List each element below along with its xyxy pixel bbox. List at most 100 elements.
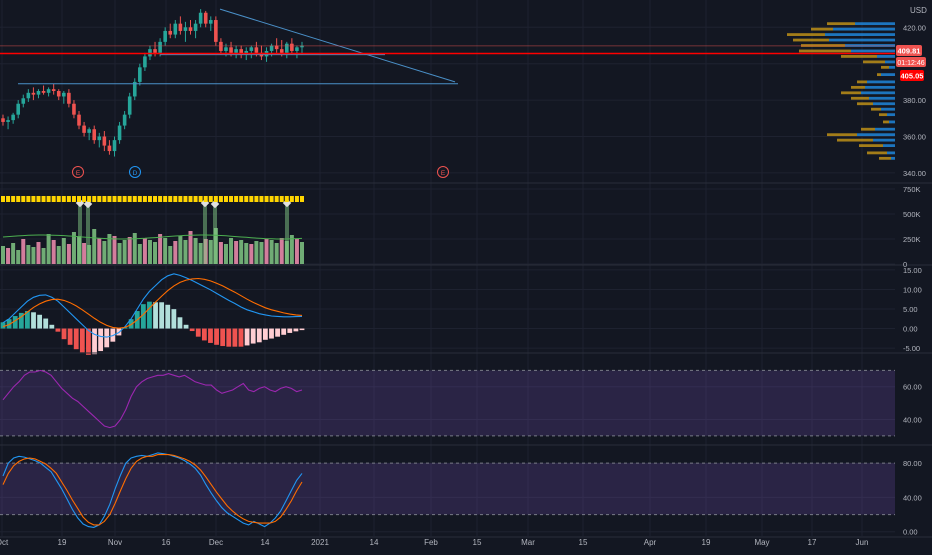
volume-signal-marker (244, 196, 249, 202)
time-tick-label: 17 (808, 538, 817, 547)
volume-profile-down-bar (811, 27, 833, 31)
volume-profile-up-bar (889, 120, 895, 124)
bar-countdown: 01:12:46 (897, 60, 924, 67)
volume-bar (259, 242, 264, 264)
candle-body (224, 47, 228, 51)
volume-profile-down-bar (879, 156, 891, 160)
macd-line (2, 273, 303, 338)
price-scale[interactable]: USD 409.81 01:12:46 405.05 (896, 6, 927, 81)
volume-signal-marker (264, 196, 269, 202)
volume-signal-marker (289, 196, 294, 202)
volume-bar (26, 245, 31, 264)
volume-profile-down-bar (827, 133, 857, 137)
volume-signal-marker (284, 196, 289, 202)
volume-signal-marker (41, 196, 46, 202)
price-tick-label: 250K (903, 235, 921, 244)
price-tick-label: 40.00 (903, 415, 922, 424)
volume-bar (71, 232, 76, 264)
candle-body (132, 81, 137, 97)
volume-profile-down-bar (867, 151, 887, 155)
volume-profile-down-bar (793, 38, 829, 42)
candle-body (51, 89, 56, 91)
candle-body (290, 43, 294, 51)
macd-histogram-bar (214, 328, 219, 345)
volume-bar (249, 244, 254, 264)
time-tick-label: 19 (702, 538, 711, 547)
volume-bar (178, 236, 183, 264)
price-tick-label: 0.00 (903, 325, 918, 334)
volume-signal-marker (178, 196, 183, 202)
time-tick-label: 15 (579, 538, 588, 547)
volume-bar (41, 248, 46, 264)
candle-body (62, 92, 66, 97)
volume-bar (147, 240, 152, 264)
macd-histogram-bar (287, 328, 293, 333)
macd-histogram-bar (128, 319, 134, 329)
candle-body (188, 27, 193, 31)
candle-body (219, 41, 223, 51)
candle-body (198, 12, 203, 24)
volume-signal-marker (218, 196, 223, 202)
volume-signal-marker (51, 196, 56, 202)
volume-signal-marker (147, 196, 152, 202)
macd-histogram-bar (226, 328, 232, 347)
candle-body (26, 92, 31, 99)
candle-body (6, 120, 10, 122)
macd-histogram-bar (147, 301, 152, 329)
volume-signal-marker (254, 196, 259, 202)
macd-histogram-bar (281, 328, 287, 335)
volume-signal-marker (223, 196, 228, 202)
volume-profile-down-bar (827, 22, 855, 26)
volume-bar (11, 243, 16, 264)
price-tick-label: 60.00 (903, 383, 922, 392)
volume-profile-down-bar (857, 80, 867, 84)
volume-profile-up-bar (891, 156, 895, 160)
volume-profile-down-bar (837, 138, 873, 142)
candle-body (87, 129, 91, 133)
volume-signal-marker (158, 196, 163, 202)
macd-histogram-bar (98, 328, 104, 352)
macd-histogram-bar (55, 328, 61, 332)
stoch-k-line (2, 452, 303, 528)
volume-signal-marker (300, 196, 304, 202)
volume-profile-up-bar (887, 113, 895, 117)
volume-profile-up-bar (825, 33, 895, 36)
pane-separators[interactable] (0, 182, 932, 538)
candle-body (41, 91, 46, 93)
rsi-line (2, 369, 303, 429)
price-tick-label: 0 (903, 260, 907, 269)
macd-histogram-bar (79, 328, 85, 353)
volume-signal-marker (21, 196, 26, 202)
macd-histogram-bar (165, 304, 171, 329)
time-tick-label: 19 (58, 538, 67, 547)
price-tick-label: 750K (903, 185, 921, 194)
candle-body (274, 45, 279, 50)
candle-body (31, 92, 36, 95)
macd-histogram-bar (208, 328, 213, 343)
candle-body (92, 129, 97, 141)
candle-body (56, 91, 61, 97)
volume-signal-marker (16, 196, 21, 202)
macd-histogram-bar (232, 328, 238, 347)
volume-bar (163, 238, 168, 264)
volume-profile-up-bar (883, 144, 895, 147)
volume-signal-marker (36, 196, 41, 202)
volume-bar (188, 231, 193, 264)
volume-bar (289, 235, 294, 264)
volume-profile-down-bar (851, 96, 869, 100)
volume-spike-bar (285, 203, 289, 264)
volume-spike-bar (213, 204, 217, 264)
macd-histogram-bar (31, 312, 36, 329)
volume-spike-bar (86, 204, 90, 264)
macd-histogram-bar (61, 328, 67, 340)
price-tick-label: -5.00 (903, 344, 920, 353)
candle-body (269, 45, 274, 51)
last-price-tag-bg (896, 45, 922, 56)
macd-histogram-bar (201, 328, 207, 341)
volume-signal-marker (112, 196, 117, 202)
volume-bar (66, 244, 71, 264)
volume-signal-marker (6, 196, 11, 202)
